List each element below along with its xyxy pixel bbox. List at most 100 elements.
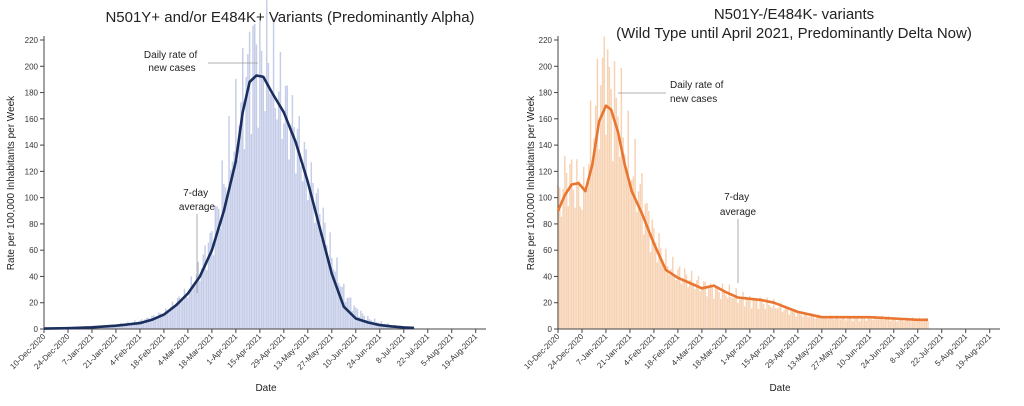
annotation-daily-rate: Daily rate of new cases [144, 50, 200, 74]
daily-bar [898, 317, 900, 329]
daily-bar [188, 290, 191, 329]
daily-bar [168, 312, 170, 329]
y-tick-label: 20 [543, 299, 552, 308]
daily-bar [737, 302, 739, 329]
daily-bar [206, 270, 208, 329]
y-tick-label: 140 [25, 141, 39, 150]
daily-bar [779, 302, 782, 329]
daily-bar [627, 110, 629, 329]
daily-bar [781, 311, 784, 329]
daily-bar [336, 257, 338, 329]
daily-bar [648, 210, 650, 329]
y-tick-label: 100 [25, 194, 39, 203]
daily-bar [915, 320, 917, 329]
daily-bar [845, 320, 847, 329]
daily-bar [594, 105, 597, 329]
daily-bar [142, 322, 145, 329]
daily-bar [613, 61, 616, 329]
daily-bar [822, 315, 825, 329]
daily-bar [327, 256, 330, 329]
daily-bar [223, 184, 225, 329]
daily-bar [767, 304, 770, 329]
daily-bar [855, 317, 857, 329]
daily-bar [588, 164, 590, 329]
daily-bar [570, 159, 573, 329]
daily-bar [128, 323, 131, 329]
daily-bar [865, 320, 868, 329]
y-tick-label: 40 [29, 272, 38, 281]
daily-bar [135, 323, 138, 329]
daily-bar [860, 316, 862, 329]
daily-bar [882, 320, 885, 329]
daily-bar [618, 156, 621, 329]
daily-bar [175, 306, 177, 329]
daily-bar [630, 179, 633, 329]
daily-bar [682, 280, 684, 329]
daily-bar [636, 211, 638, 329]
daily-bar [341, 287, 343, 329]
chart-alpha-svg: N501Y+ and/or E484K+ Variants (Predomina… [6, 0, 486, 394]
daily-bar [877, 319, 880, 329]
y-tick-label: 200 [25, 62, 39, 71]
daily-bar [711, 287, 713, 329]
daily-bar [144, 319, 146, 329]
daily-bar [778, 307, 780, 329]
daily-bar [346, 297, 348, 329]
daily-bar [118, 325, 121, 329]
daily-bar [331, 257, 333, 329]
daily-bar [754, 299, 756, 329]
daily-bar [264, 111, 266, 329]
daily-bar [598, 149, 600, 329]
daily-bar [846, 319, 849, 329]
daily-bar [656, 262, 659, 329]
daily-bar [874, 315, 876, 329]
daily-bar [702, 281, 705, 329]
daily-bar [182, 300, 184, 329]
daily-bar [744, 306, 746, 329]
daily-bar [315, 193, 318, 329]
y-tick-label: 80 [29, 220, 38, 229]
daily-bar [600, 85, 602, 329]
daily-bar [291, 95, 294, 329]
daily-bar [658, 233, 660, 329]
daily-bar [137, 321, 139, 329]
chart-alpha-variants: N501Y+ and/or E484K+ Variants (Predomina… [0, 0, 510, 406]
daily-bar [240, 102, 242, 330]
daily-bar [716, 286, 719, 329]
daily-bar [749, 295, 751, 329]
daily-bar [750, 308, 753, 329]
daily-bar [620, 67, 623, 330]
daily-bar [622, 137, 624, 329]
daily-bar [207, 242, 210, 329]
daily-bar [646, 203, 648, 329]
daily-bar [869, 318, 871, 329]
y-tick-label: 0 [548, 325, 553, 334]
daily-bar [259, 17, 261, 330]
daily-bar [841, 318, 844, 329]
y-tick-label: 60 [29, 246, 38, 255]
daily-bar [269, 93, 271, 329]
daily-bar [776, 308, 779, 329]
daily-bar [843, 316, 845, 329]
y-tick-label: 220 [25, 36, 39, 45]
daily-bar [641, 173, 643, 329]
daily-bar [192, 286, 194, 329]
daily-bar [111, 326, 114, 329]
daily-bar [829, 315, 832, 329]
daily-bar [913, 319, 916, 329]
daily-bar [140, 319, 143, 329]
daily-bar [665, 248, 667, 329]
daily-bar [651, 219, 653, 329]
daily-bar [805, 313, 808, 329]
daily-bar [298, 116, 300, 329]
daily-bar [735, 288, 737, 329]
daily-bar [233, 151, 235, 329]
daily-bar [798, 311, 801, 329]
y-tick-label: 80 [543, 220, 552, 229]
daily-bar [295, 173, 297, 329]
daily-bar [718, 291, 720, 329]
daily-bar [756, 300, 758, 329]
daily-bar [243, 149, 246, 329]
y-tick-label: 120 [25, 167, 39, 176]
daily-bar [248, 31, 251, 330]
